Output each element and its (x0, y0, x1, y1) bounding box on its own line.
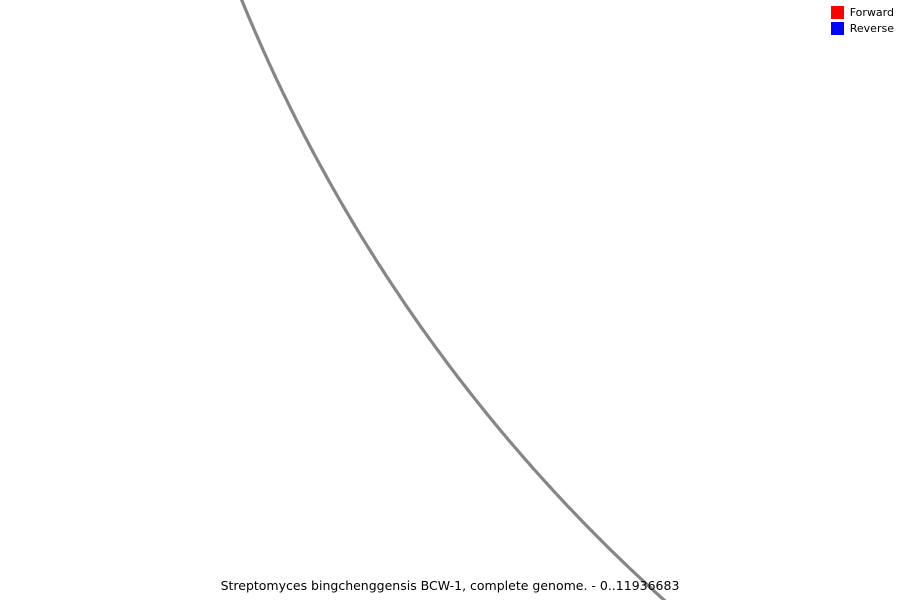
genome-backbone (239, 0, 667, 600)
legend-item-reverse: Reverse (830, 22, 894, 35)
strand-legend: Forward Reverse (830, 6, 894, 35)
legend-swatch-forward (830, 6, 844, 19)
legend-label-reverse: Reverse (849, 22, 894, 35)
legend-swatch-reverse (830, 22, 844, 35)
legend-label-forward: Forward (849, 6, 894, 19)
legend-item-forward: Forward (830, 6, 894, 19)
